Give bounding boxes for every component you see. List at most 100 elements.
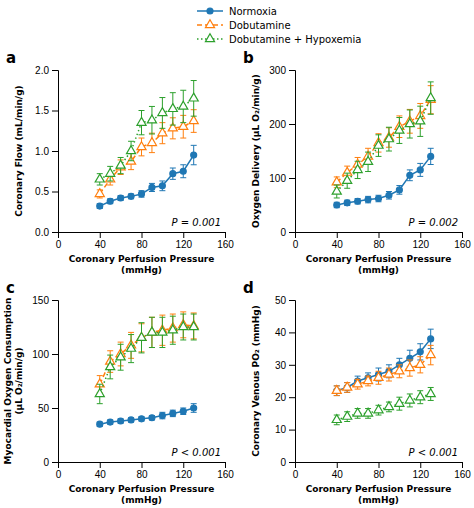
marker [107, 198, 113, 204]
tick: 50 [38, 403, 58, 414]
line [100, 98, 194, 179]
tick: 40 [95, 232, 107, 250]
error-bar [334, 202, 340, 207]
tick-mark [289, 70, 295, 71]
tick-label: 1.5 [35, 105, 49, 116]
tick-mark [337, 232, 338, 238]
series [332, 86, 435, 188]
figure: 040801201600.00.51.01.52.0Coronary Perfu… [0, 0, 474, 508]
annotation: P = 0.002 [409, 217, 458, 228]
marker [344, 200, 350, 206]
tick-mark [289, 178, 295, 179]
tick-label: 0 [293, 469, 299, 480]
marker [106, 168, 115, 176]
error-bar [107, 420, 113, 424]
tick: 2.0 [35, 65, 58, 76]
tick-mark [289, 397, 295, 398]
marker [407, 172, 413, 178]
tick-label: 40 [95, 469, 107, 480]
y-axis-title: Oxygen Delivery (μL O₂/min/g) [251, 74, 261, 228]
tick: 30 [275, 360, 295, 371]
error-bar [428, 148, 434, 164]
marker [343, 382, 352, 390]
x-axis-title: Coronary Perfusion Pressure(mmHg) [69, 254, 215, 275]
marker [384, 369, 393, 377]
error-bar [97, 422, 103, 426]
tick-mark [52, 408, 58, 409]
tick-mark [379, 232, 380, 238]
tick-mark [462, 232, 463, 238]
tick: 120 [175, 462, 192, 480]
tick: 160 [454, 232, 471, 250]
panel: 0408012016001020304050Coronary Perfusion… [243, 279, 471, 505]
tick: 200 [269, 119, 295, 130]
marker [168, 104, 177, 112]
tick-mark [289, 232, 295, 233]
tick-mark [462, 462, 463, 468]
marker [107, 419, 113, 425]
marker [149, 184, 155, 190]
series [332, 387, 435, 424]
tick: 80 [136, 462, 148, 480]
marker [332, 177, 341, 185]
tick-label: 100 [32, 349, 49, 360]
marker [128, 193, 134, 199]
tick-mark [52, 70, 58, 71]
error-bar [139, 417, 145, 421]
tick-label: 160 [454, 239, 471, 250]
marker [365, 197, 371, 203]
marker [118, 418, 124, 424]
marker [170, 171, 176, 177]
marker [116, 160, 125, 168]
yticks-axis: 0.00.51.01.52.0 [35, 65, 58, 238]
tick-label: 120 [412, 469, 429, 480]
legend: NormoxiaDobutamineDobutamine + Hypoxemia [197, 6, 361, 45]
series [334, 329, 434, 395]
marker [416, 360, 425, 368]
tick-mark [52, 111, 58, 112]
marker [191, 152, 197, 158]
tick: 0.5 [35, 186, 58, 197]
tick: 0.0 [35, 227, 58, 238]
axis-line [289, 71, 296, 233]
marker [405, 363, 414, 371]
series [95, 81, 198, 185]
yticks-axis: 01020304050 [275, 295, 296, 468]
tick: 20 [275, 392, 295, 403]
marker [405, 119, 414, 127]
marker [168, 325, 177, 333]
series [97, 404, 197, 428]
tick-label: 120 [175, 239, 192, 250]
marker [376, 196, 382, 202]
tick-mark [289, 332, 295, 333]
tick: 300 [269, 65, 295, 76]
marker [147, 138, 156, 146]
tick-mark [289, 300, 295, 301]
annotation: P < 0.001 [172, 447, 221, 458]
panel-title: b [243, 49, 254, 67]
axis-line [59, 463, 226, 469]
tick-label: 0.5 [35, 186, 49, 197]
marker [405, 395, 414, 403]
axis-line [289, 301, 296, 463]
error-bar [159, 181, 165, 191]
tick-label: 120 [175, 469, 192, 480]
marker [395, 398, 404, 406]
tick-mark [289, 365, 295, 366]
tick: 100 [32, 349, 58, 360]
marker [355, 198, 361, 204]
marker [191, 405, 197, 411]
tick: 50 [275, 295, 295, 306]
tick-label: 40 [332, 469, 344, 480]
marker [384, 402, 393, 410]
marker [386, 192, 392, 198]
marker [180, 168, 186, 174]
line [100, 155, 194, 206]
tick: 100 [269, 173, 295, 184]
tick-label: 160 [217, 469, 234, 480]
tick: 40 [275, 327, 295, 338]
marker [364, 157, 373, 165]
error-bar [180, 408, 186, 414]
marker [428, 153, 434, 159]
marker [95, 189, 104, 197]
